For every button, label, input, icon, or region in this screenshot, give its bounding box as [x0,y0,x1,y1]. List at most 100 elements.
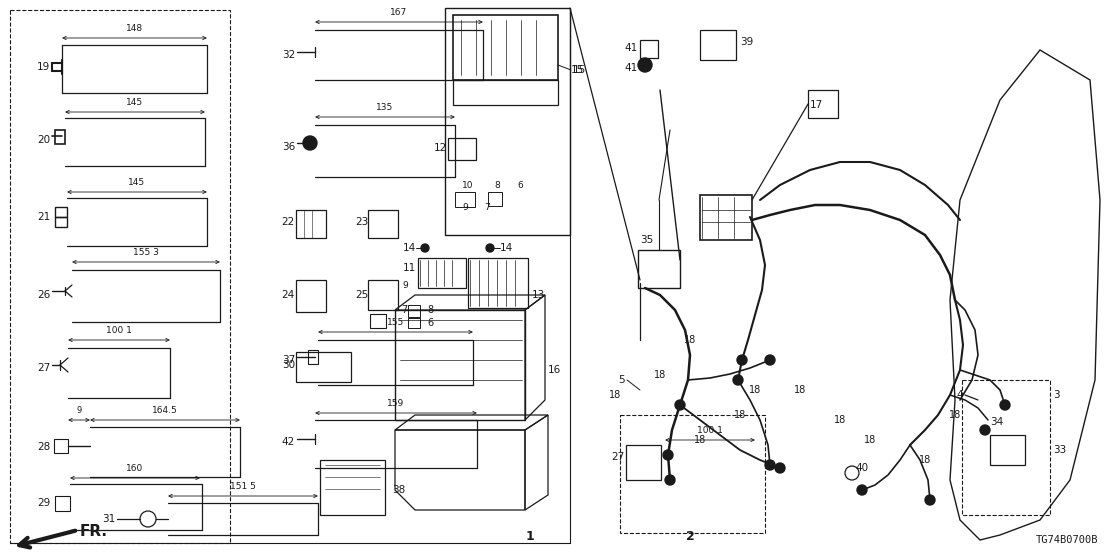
Circle shape [979,425,991,435]
Bar [55,207,66,217]
Text: 15: 15 [573,65,586,75]
Bar [408,305,420,317]
Text: 12: 12 [433,143,447,153]
Text: 8: 8 [427,305,433,315]
Text: 39: 39 [740,37,753,47]
Bar [700,195,752,240]
Text: 41: 41 [625,63,638,73]
Circle shape [421,244,429,252]
Text: 18: 18 [749,385,761,395]
Bar [453,80,558,105]
Text: 100 1: 100 1 [697,426,722,435]
Text: 7: 7 [484,203,490,213]
Text: 9: 9 [76,406,82,415]
Bar [638,250,680,288]
Text: 18: 18 [834,415,847,425]
Text: 33: 33 [1053,445,1066,455]
Text: 41: 41 [625,43,638,53]
Bar [468,258,529,308]
Text: 38: 38 [392,485,406,495]
Text: 15: 15 [571,65,584,75]
Circle shape [638,58,652,72]
Text: 18: 18 [793,385,807,395]
Bar [370,314,386,328]
Bar [448,138,476,160]
Text: 32: 32 [281,50,295,60]
Circle shape [675,400,685,410]
Text: 18: 18 [948,410,961,420]
Text: 27: 27 [37,363,50,373]
Text: 6: 6 [427,318,433,328]
Bar [54,439,68,453]
Bar [296,210,326,238]
Bar [626,445,661,480]
Text: 2: 2 [686,530,695,543]
Text: 20: 20 [37,135,50,145]
Text: 167: 167 [390,8,408,17]
Circle shape [856,485,866,495]
Text: 4: 4 [956,390,963,400]
Text: 17: 17 [810,100,823,110]
Text: 24: 24 [281,290,295,300]
Bar [296,352,351,382]
Text: 148: 148 [126,24,143,33]
Text: 14: 14 [402,243,416,253]
Text: 36: 36 [281,142,295,152]
Text: 27: 27 [612,452,625,462]
Circle shape [737,355,747,365]
Bar [320,460,384,515]
Circle shape [1001,400,1010,410]
Text: 9: 9 [402,280,408,290]
Text: 34: 34 [991,417,1003,427]
Text: 155: 155 [387,318,404,327]
Text: 155 3: 155 3 [133,248,158,257]
Text: 30: 30 [281,360,295,370]
Circle shape [486,244,494,252]
Text: 1: 1 [525,530,534,543]
Bar [418,258,466,288]
Text: 9: 9 [462,203,468,213]
Bar [700,30,736,60]
Circle shape [665,475,675,485]
Bar [55,217,66,227]
Text: 145: 145 [129,178,145,187]
Bar [453,15,558,80]
Text: 100 1: 100 1 [106,326,132,335]
Text: 26: 26 [37,290,50,300]
Text: 28: 28 [37,442,50,452]
Circle shape [765,355,774,365]
Text: 29: 29 [37,498,50,508]
Text: 6: 6 [517,181,523,189]
Text: 151 5: 151 5 [230,482,256,491]
Text: 14: 14 [500,243,513,253]
Text: 18: 18 [733,410,746,420]
Text: 18: 18 [684,335,696,345]
Text: 37: 37 [281,355,295,365]
Text: 5: 5 [618,375,625,385]
Text: 40: 40 [855,463,869,473]
Text: 135: 135 [377,103,393,112]
Text: 35: 35 [640,235,654,245]
Text: 23: 23 [355,217,368,227]
Text: 18: 18 [919,455,931,465]
Bar [455,192,475,207]
Text: 21: 21 [37,212,50,222]
Circle shape [774,463,784,473]
Bar [308,350,318,364]
Text: 160: 160 [126,464,144,473]
Bar [368,280,398,310]
Text: FR.: FR. [80,525,107,540]
Bar [55,130,65,144]
Text: 31: 31 [102,514,115,524]
Text: 16: 16 [548,365,562,375]
Text: 13: 13 [532,290,545,300]
Text: 18: 18 [694,435,706,445]
Circle shape [765,460,774,470]
Text: 11: 11 [402,263,416,273]
Circle shape [663,450,673,460]
Bar [394,310,525,420]
Text: 22: 22 [281,217,295,227]
Bar [808,90,838,118]
Text: 19: 19 [37,62,50,72]
Text: 18: 18 [609,390,622,400]
